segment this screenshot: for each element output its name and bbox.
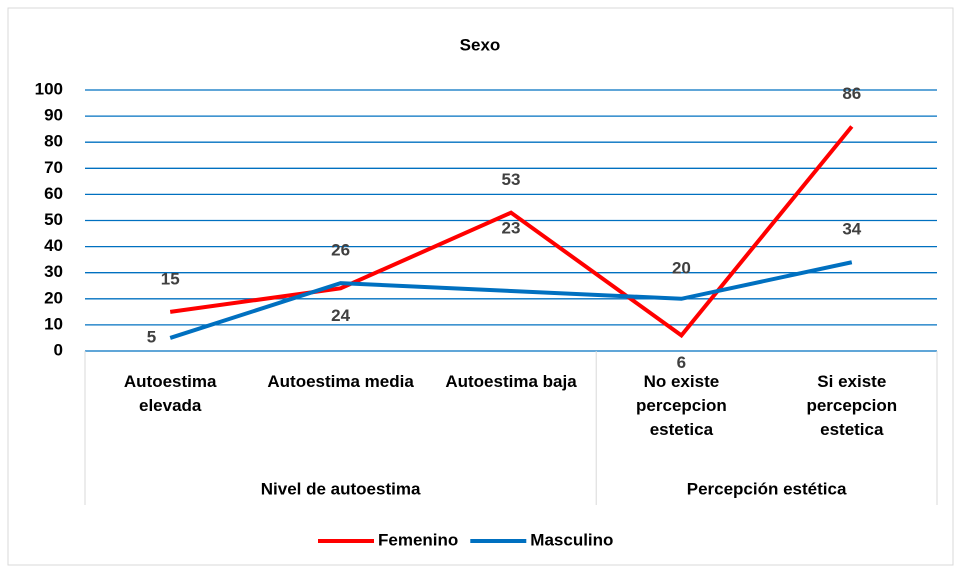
y-tick-label: 10 bbox=[44, 314, 63, 333]
data-label: 34 bbox=[842, 220, 861, 239]
x-tick-label: Autoestima media bbox=[267, 372, 414, 391]
legend-label: Masculino bbox=[530, 530, 613, 549]
y-tick-label: 70 bbox=[44, 158, 63, 177]
legend-label: Femenino bbox=[378, 530, 458, 549]
x-tick-label: No existe percepcion estetica bbox=[636, 372, 727, 439]
x-tick-label: Autoestima elevada bbox=[123, 372, 217, 415]
data-label: 23 bbox=[502, 218, 521, 237]
data-label: 53 bbox=[502, 170, 521, 189]
data-label: 26 bbox=[331, 241, 350, 260]
x-tick-label: Si existe percepcion estetica bbox=[806, 372, 898, 439]
group-label: Percepción estética bbox=[687, 479, 847, 498]
y-tick-label: 40 bbox=[44, 236, 63, 255]
y-tick-label: 80 bbox=[44, 132, 63, 151]
y-tick-label: 20 bbox=[44, 288, 63, 307]
chart-title: Sexo bbox=[460, 35, 501, 54]
data-label: 86 bbox=[842, 84, 861, 103]
y-tick-label: 60 bbox=[44, 184, 63, 203]
data-label: 15 bbox=[161, 269, 180, 288]
y-tick-label: 90 bbox=[44, 106, 63, 125]
line-series bbox=[169, 125, 854, 339]
y-tick-label: 30 bbox=[44, 262, 63, 281]
line-series bbox=[169, 260, 853, 340]
y-tick-label: 0 bbox=[54, 340, 63, 359]
data-label: 20 bbox=[672, 258, 691, 277]
data-label: 6 bbox=[677, 353, 686, 372]
data-label: 5 bbox=[147, 327, 156, 346]
group-label: Nivel de autoestima bbox=[261, 479, 421, 498]
y-tick-label: 100 bbox=[35, 79, 63, 98]
data-label: 24 bbox=[331, 306, 350, 325]
x-tick-label: Autoestima baja bbox=[445, 372, 577, 391]
chart-border bbox=[7, 7, 954, 566]
y-tick-label: 50 bbox=[44, 210, 63, 229]
